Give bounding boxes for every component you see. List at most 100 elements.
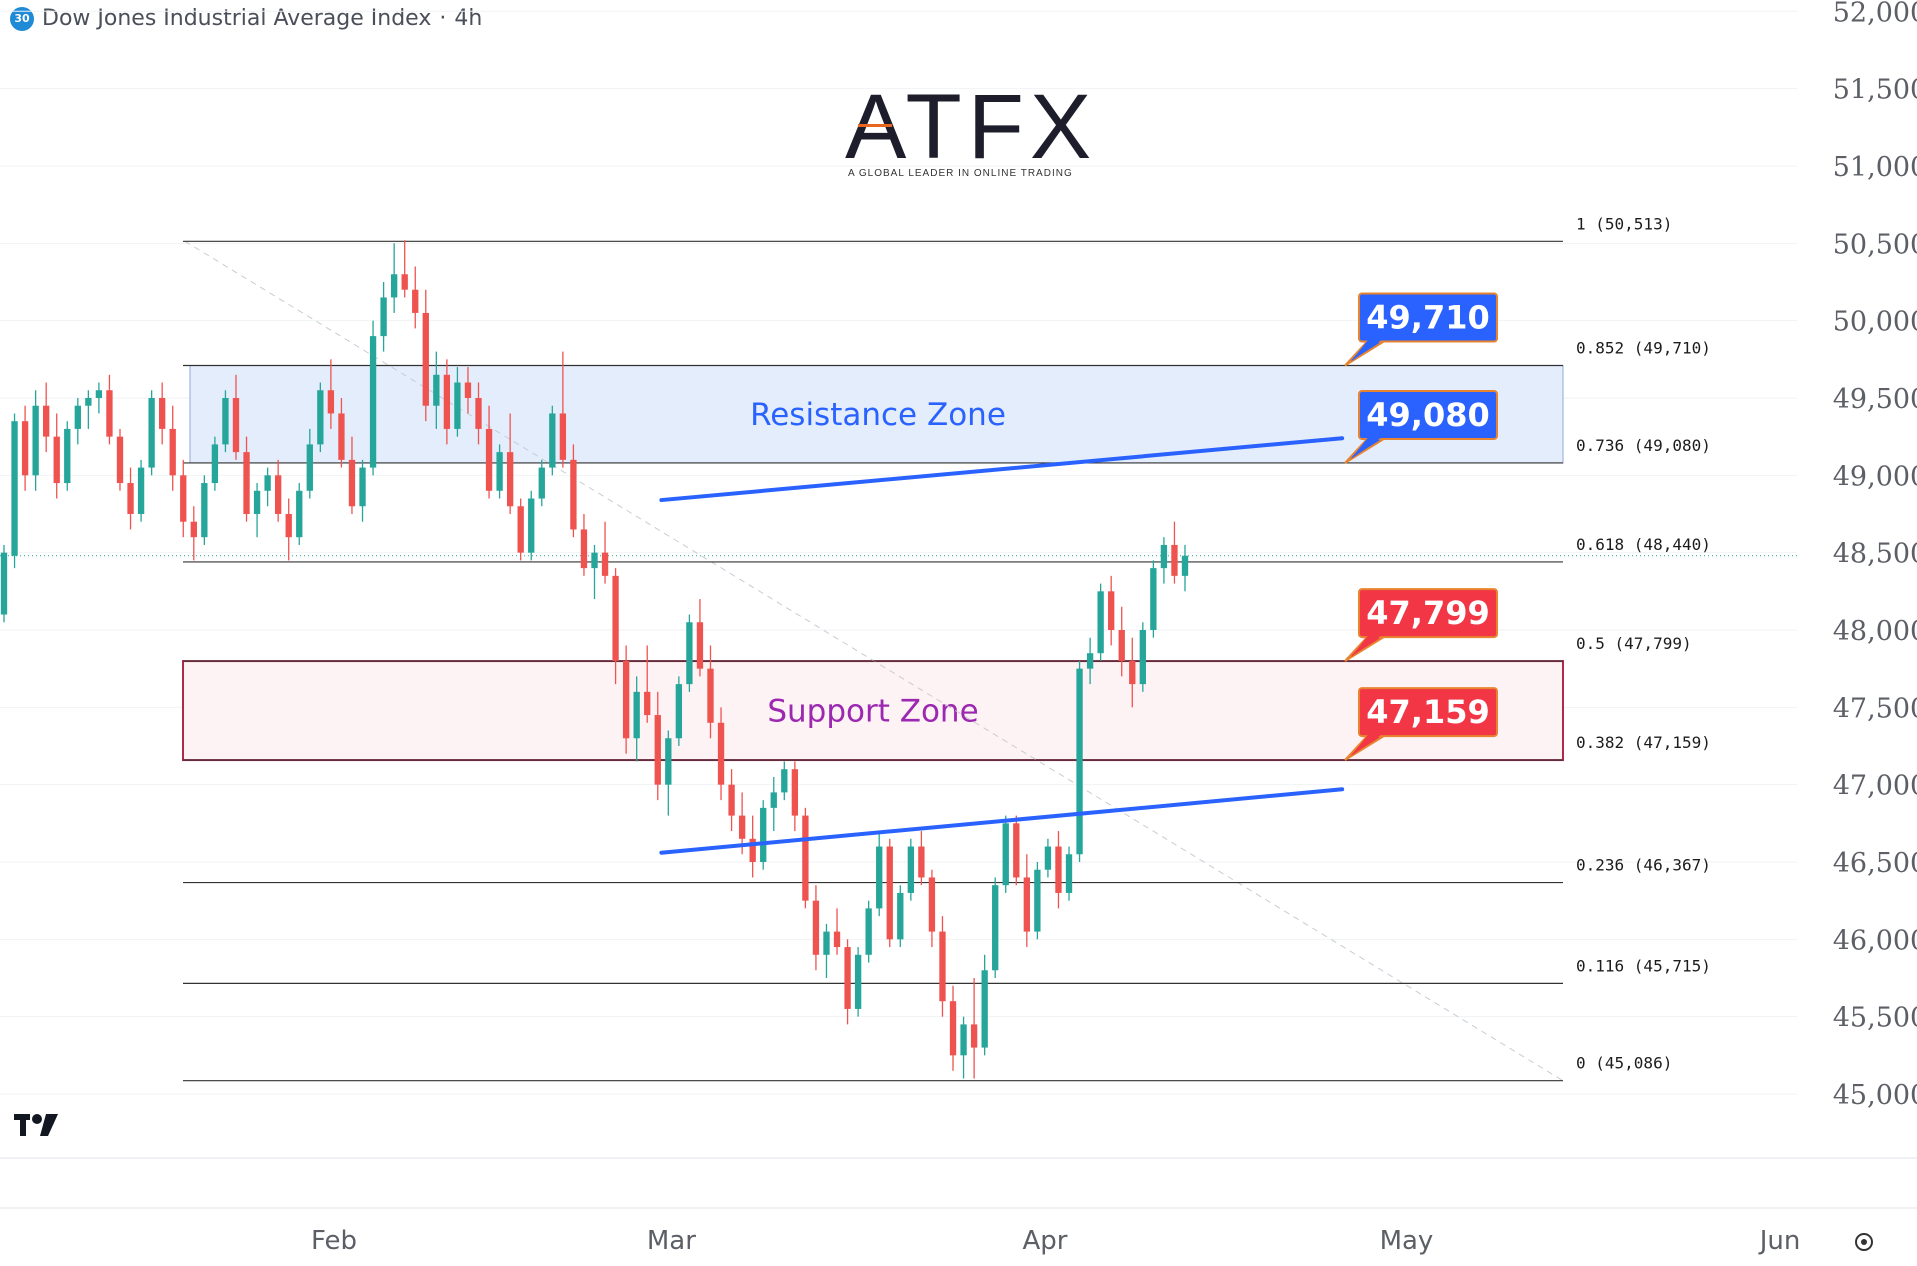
price-axis[interactable]: 45,000 45,500 46,000 46,500 47,000 47,500 48,0… — [1833, 0, 1917, 1111]
x-tick-label-4: Jun — [1758, 1226, 1801, 1256]
candle-82 — [865, 900, 872, 963]
fib-label-0: 1 (50,513) — [1576, 214, 1672, 233]
y-tick-label-7: 48,500 — [1833, 539, 1917, 570]
candle-60 — [633, 676, 640, 762]
candle-37 — [390, 243, 398, 313]
y-tick-label-5: 47,500 — [1833, 693, 1917, 724]
symbol-title[interactable]: Dow Jones Industrial Average Index — [42, 6, 432, 31]
price-callout-1: 49,080 — [1344, 389, 1498, 464]
candle-102 — [1076, 660, 1083, 862]
fib-label-2: 0.736 (49,080) — [1576, 436, 1711, 455]
candle-24 — [253, 483, 261, 538]
candle-81 — [854, 947, 862, 1017]
candle-68 — [717, 707, 725, 801]
tradingview-logo-icon[interactable] — [14, 1114, 58, 1136]
fibonacci-levels: 1 (50,513) 0.852 (49,710) 0.736 (49,080) 0.… — [0, 214, 1797, 1082]
candle-4 — [43, 382, 50, 453]
candle-54 — [570, 444, 577, 538]
candle-67 — [707, 645, 714, 739]
candle-110 — [1160, 537, 1168, 584]
candle-41 — [433, 351, 440, 429]
y-tick-label-0: 45,000 — [1833, 1080, 1917, 1111]
candle-104 — [1097, 583, 1104, 661]
fib-label-5: 0.382 (47,159) — [1576, 733, 1711, 752]
candle-106 — [1118, 606, 1125, 677]
candle-94 — [992, 877, 999, 978]
candle-20 — [211, 436, 219, 491]
candle-72 — [760, 800, 767, 870]
candle-33 — [348, 436, 356, 514]
y-tick-label-3: 46,500 — [1833, 848, 1917, 879]
interval-label[interactable]: 4h — [454, 6, 483, 31]
y-tick-label-13: 51,500 — [1833, 75, 1917, 106]
candle-45 — [475, 382, 482, 445]
candle-101 — [1065, 846, 1073, 901]
symbol-badge[interactable]: 30 — [10, 6, 34, 31]
candles — [0, 240, 1189, 1079]
x-tick-label-1: Mar — [647, 1226, 696, 1256]
gear-icon[interactable] — [1855, 1233, 1873, 1251]
candle-66 — [696, 599, 704, 677]
candle-46 — [485, 405, 493, 499]
candle-98 — [1034, 861, 1041, 940]
candle-34 — [359, 459, 366, 522]
candle-89 — [939, 916, 946, 1017]
candle-43 — [454, 367, 461, 437]
candle-5 — [53, 413, 60, 499]
candle-80 — [844, 939, 851, 1025]
candle-105 — [1108, 575, 1115, 646]
candle-92 — [970, 977, 978, 1079]
header-dot: · — [439, 6, 447, 31]
candle-76 — [802, 807, 809, 909]
candle-108 — [1139, 622, 1146, 692]
candle-47 — [496, 444, 503, 499]
y-tick-label-14: 52,000 — [1833, 0, 1917, 28]
candle-77 — [812, 885, 820, 971]
candle-15 — [159, 382, 166, 445]
candle-103 — [1086, 637, 1094, 685]
resistance-zone-label: Resistance Zone — [750, 397, 1006, 433]
candle-56 — [591, 544, 598, 600]
candle-62 — [654, 691, 661, 801]
candle-49 — [517, 498, 524, 561]
price-callouts: 49,710 49,080 47,799 47,159 — [1344, 292, 1498, 761]
candle-112 — [1181, 544, 1189, 592]
candle-30 — [317, 382, 324, 453]
fib-label-1: 0.852 (49,710) — [1576, 339, 1711, 358]
candle-86 — [907, 838, 915, 901]
candle-99 — [1044, 838, 1052, 878]
candle-6 — [64, 421, 71, 491]
y-tick-label-4: 47,000 — [1833, 771, 1917, 802]
price-callout-0: 49,710 — [1344, 292, 1498, 367]
price-callout-label-2: 47,799 — [1366, 594, 1489, 632]
fib-label-3: 0.618 (48,440) — [1576, 535, 1711, 554]
y-tick-label-2: 46,000 — [1833, 925, 1917, 956]
candle-75 — [791, 761, 799, 832]
price-callout-2: 47,799 — [1344, 588, 1498, 662]
candle-91 — [960, 1016, 967, 1079]
candle-13 — [137, 459, 145, 522]
candle-48 — [506, 413, 514, 514]
candle-95 — [1002, 815, 1009, 893]
candle-40 — [422, 289, 429, 422]
resistance-zone — [189, 365, 1564, 464]
fib-label-6: 0.236 (46,367) — [1576, 856, 1711, 875]
candle-38 — [401, 240, 408, 298]
candle-107 — [1129, 637, 1136, 708]
candle-111 — [1171, 521, 1178, 584]
time-axis[interactable]: Feb Mar Apr May Jun — [311, 1226, 1800, 1256]
candle-39 — [412, 266, 419, 329]
logo-accent — [858, 124, 892, 127]
candle-79 — [833, 908, 841, 955]
candle-8 — [85, 390, 92, 429]
price-callout-label-1: 49,080 — [1366, 396, 1489, 434]
fib-label-7: 0.116 (45,715) — [1576, 956, 1711, 975]
x-tick-label-0: Feb — [311, 1226, 357, 1256]
support-zone-label: Support Zone — [767, 694, 978, 730]
candle-3 — [32, 390, 39, 491]
trendlines — [659, 436, 1345, 855]
candle-59 — [622, 645, 630, 754]
candle-61 — [644, 645, 651, 723]
price-callout-3: 47,159 — [1344, 687, 1498, 761]
